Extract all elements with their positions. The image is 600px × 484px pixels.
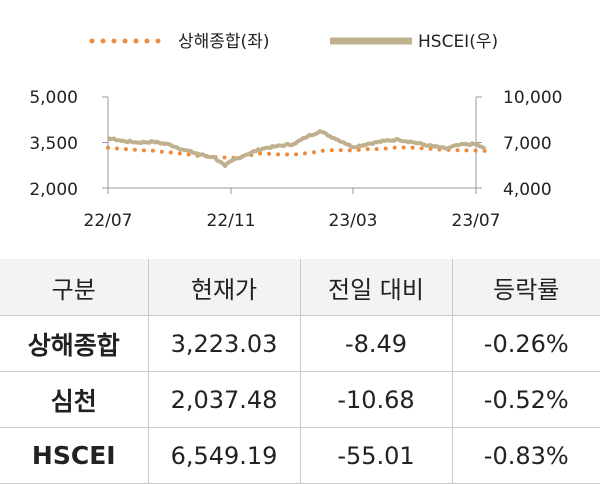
- row-change: -10.68: [300, 371, 453, 428]
- y-left-tick-label-0: 5,000: [29, 88, 78, 108]
- table-row: HSCEI 6,549.19 -55.01 -0.83%: [0, 427, 600, 484]
- legend-item-hscei: HSCEI(우): [330, 32, 498, 52]
- y-right-tick-label-1: 7,000: [503, 134, 552, 154]
- table-row: 상해종합 3,223.03 -8.49 -0.26%: [0, 315, 600, 372]
- legend-label-shanghai: 상해종합(좌): [178, 32, 269, 52]
- x-tick-label-2: 23/03: [329, 211, 378, 231]
- row-name: 상해종합: [0, 315, 149, 372]
- x-tick-label-1: 22/11: [207, 211, 256, 231]
- header-rate: 등락률: [452, 259, 600, 316]
- index-line-chart: 상해종합(좌) HSCEI(우) 5,000 3,500 2,000 10,00…: [29, 32, 562, 231]
- shanghai-line-path: [106, 145, 488, 161]
- x-tick-label-0: 22/07: [84, 211, 133, 231]
- axis-ticks: [102, 96, 482, 194]
- series-shanghai-line: [106, 145, 488, 161]
- header-price: 현재가: [148, 259, 301, 316]
- row-price: 3,223.03: [148, 315, 301, 372]
- y-left-tick-label-2: 2,000: [29, 180, 78, 200]
- row-price: 2,037.48: [148, 371, 301, 428]
- legend-label-hscei: HSCEI(우): [418, 32, 498, 52]
- row-rate: -0.83%: [452, 427, 600, 484]
- y-right-tick-label-0: 10,000: [503, 88, 562, 108]
- row-rate: -0.52%: [452, 371, 600, 428]
- row-name: HSCEI: [0, 427, 149, 484]
- index-table: 구분 현재가 전일 대비 등락률 상해종합 3,223.03 -8.49 -0.…: [0, 259, 600, 484]
- series-hscei-line: [106, 129, 487, 168]
- table-row: 심천 2,037.48 -10.68 -0.52%: [0, 371, 600, 428]
- row-price: 6,549.19: [148, 427, 301, 484]
- x-tick-label-3: 23/07: [452, 211, 501, 231]
- y-left-tick-label-1: 3,500: [29, 134, 78, 154]
- table-header-row: 구분 현재가 전일 대비 등락률: [0, 259, 600, 316]
- header-change: 전일 대비: [300, 259, 453, 316]
- header-category: 구분: [0, 259, 149, 316]
- row-change: -8.49: [300, 315, 453, 372]
- row-name: 심천: [0, 371, 149, 428]
- hscei-line-path: [106, 129, 487, 168]
- y-right-tick-label-2: 4,000: [503, 180, 552, 200]
- row-rate: -0.26%: [452, 315, 600, 372]
- legend-item-shanghai: 상해종합(좌): [89, 32, 269, 52]
- row-change: -55.01: [300, 427, 453, 484]
- legend: 상해종합(좌) HSCEI(우): [89, 32, 498, 52]
